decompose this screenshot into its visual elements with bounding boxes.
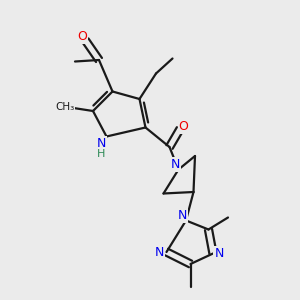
Text: O: O — [179, 119, 188, 133]
Text: CH₃: CH₃ — [55, 101, 74, 112]
Text: O: O — [78, 30, 87, 44]
Text: N: N — [171, 158, 180, 171]
Text: N: N — [214, 247, 224, 260]
Text: H: H — [97, 149, 105, 159]
Text: N: N — [154, 245, 164, 259]
Text: N: N — [178, 208, 187, 222]
Text: N: N — [96, 136, 106, 150]
